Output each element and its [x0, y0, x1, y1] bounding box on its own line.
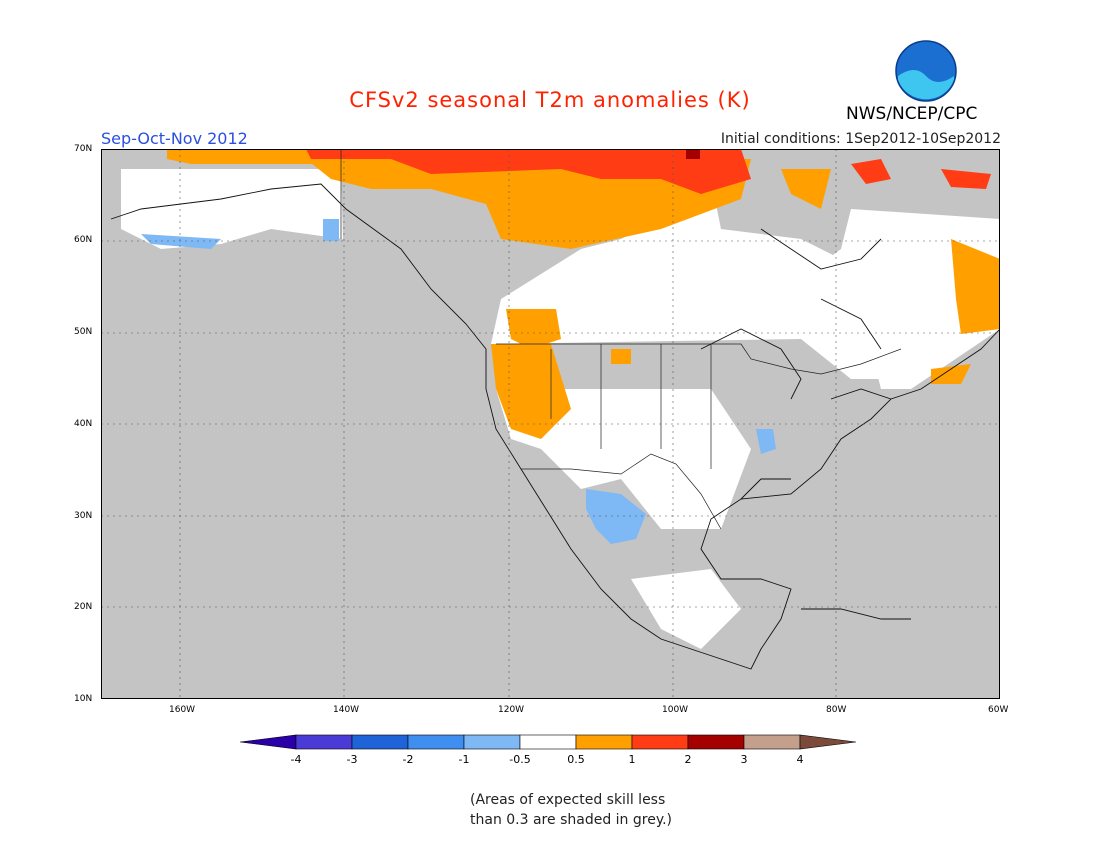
- map-frame: [101, 149, 1000, 699]
- agency-label: NWS/NCEP/CPC: [846, 104, 978, 124]
- initial-conditions-label: Initial conditions: 1Sep2012-10Sep2012: [720, 131, 1001, 147]
- graticule: [101, 149, 1000, 699]
- colorbar-tick-label: 2: [685, 753, 692, 765]
- colorbar-arrow-left: [239, 734, 297, 750]
- lat-label: 10N: [74, 694, 93, 704]
- colorbar-tick-label: 1: [629, 753, 636, 765]
- colorbar-tick-label: 3: [741, 753, 748, 765]
- colorbar-swatch: [687, 734, 745, 750]
- colorbar-tick-label: -4: [291, 753, 302, 765]
- lon-label: 80W: [826, 705, 847, 715]
- colorbar-swatch: [463, 734, 521, 750]
- lat-label: 20N: [74, 602, 93, 612]
- colorbar-swatch: [631, 734, 689, 750]
- lat-label: 30N: [74, 511, 93, 521]
- colorbar-tick-label: -3: [347, 753, 358, 765]
- colorbar-swatch: [519, 734, 577, 750]
- season-label: Sep-Oct-Nov 2012: [101, 129, 248, 148]
- anomaly-positive-1-2: [306, 149, 991, 194]
- anomaly-negative: [141, 219, 776, 544]
- colorbar-swatch: [743, 734, 801, 750]
- coastlines: [110, 183, 1000, 670]
- skill-note-line: (Areas of expected skill less: [470, 792, 666, 808]
- skill-region-white: [121, 149, 1000, 649]
- anomaly-map: [101, 149, 1000, 699]
- map-title: CFSv2 seasonal T2m anomalies (K): [349, 88, 751, 112]
- lat-label: 70N: [74, 144, 93, 154]
- lat-label: 40N: [74, 419, 93, 429]
- colorbar-arrow-right: [799, 734, 857, 750]
- lon-label: 160W: [169, 705, 196, 715]
- political-borders: [340, 149, 902, 530]
- lon-label: 140W: [333, 705, 360, 715]
- lat-label: 60N: [74, 235, 93, 245]
- colorbar-tick-label: -0.5: [509, 753, 530, 765]
- noaa-logo-icon: [895, 40, 957, 102]
- colorbar-tick-label: 0.5: [567, 753, 585, 765]
- skill-note-line: than 0.3 are shaded in grey.): [470, 812, 673, 828]
- colorbar-swatch: [351, 734, 409, 750]
- lon-label: 120W: [498, 705, 525, 715]
- colorbar-swatch: [295, 734, 353, 750]
- colorbar-tick-label: -2: [403, 753, 414, 765]
- colorbar-swatch: [407, 734, 465, 750]
- skill-note: (Areas of expected skill less than 0.3 a…: [470, 790, 720, 830]
- anomaly-positive-2-3: [686, 149, 700, 159]
- lon-label: 60W: [988, 705, 1009, 715]
- lat-label: 50N: [74, 327, 93, 337]
- colorbar: -4 -3 -2 -1 -0.5 0.5 1 2 3 4: [239, 734, 857, 765]
- lon-label: 100W: [662, 705, 689, 715]
- colorbar-tick-label: -1: [459, 753, 470, 765]
- colorbar-tick-label: 4: [797, 753, 804, 765]
- colorbar-swatch: [575, 734, 633, 750]
